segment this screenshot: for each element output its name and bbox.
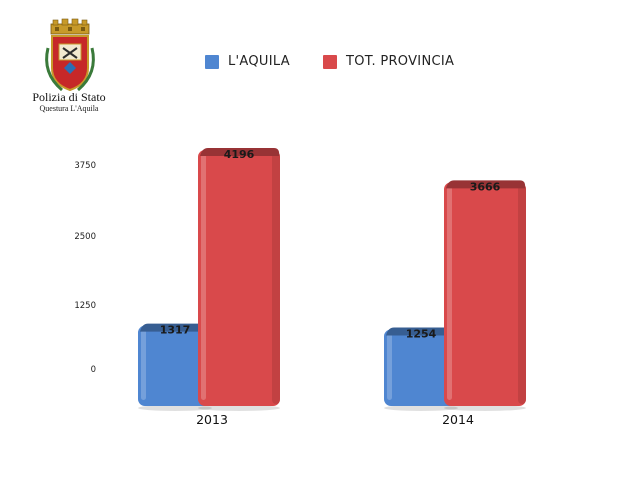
bar-shadow [198,405,280,411]
x-tick-label: 2014 [442,412,474,427]
bar-highlight [141,329,146,400]
bar-value-label: 4196 [224,148,255,161]
bar-highlight [387,333,392,400]
police-crest-logo [20,18,120,118]
bar-shadow [444,405,526,411]
logo-subtitle: Questura L'Aquila [39,104,99,113]
y-tick-label: 3750 [74,161,96,171]
bar-highlight [447,186,452,400]
legend-swatch-laquila [205,54,219,69]
bar-0-1 [198,150,280,406]
y-tick-label: 0 [91,365,96,375]
legend-item-laquila: L'AQUILA [205,54,290,69]
bar-top-cap [386,327,458,336]
bar-0-0 [138,325,212,406]
bar-value-label: 1317 [160,324,191,337]
crown-icon [50,18,90,35]
bar-highlight [201,154,206,400]
bar-shadow [384,405,458,411]
bar-1-1 [444,182,526,406]
bar-value-label: 3666 [470,180,501,193]
legend-label-provincia: TOT. PROVINCIA [346,54,455,69]
y-tick-label: 1250 [74,301,96,311]
x-tick-label: 2013 [196,412,228,427]
bar-side-shade [272,152,280,404]
bar-shadow [138,405,212,411]
y-tick-label: 2500 [74,232,96,242]
bar-side-shade [518,184,526,404]
bar-1-0 [384,329,458,406]
bar-top-cap [140,323,212,332]
legend-label-laquila: L'AQUILA [228,54,290,69]
legend-swatch-provincia [323,54,337,69]
bar-value-label: 1254 [406,327,437,340]
logo-title: Polizia di Stato [32,90,106,104]
bar-top-cap [446,180,526,189]
police-crest-icon [45,18,95,92]
bar-top-cap [200,148,280,156]
legend-item-provincia: TOT. PROVINCIA [323,54,454,69]
